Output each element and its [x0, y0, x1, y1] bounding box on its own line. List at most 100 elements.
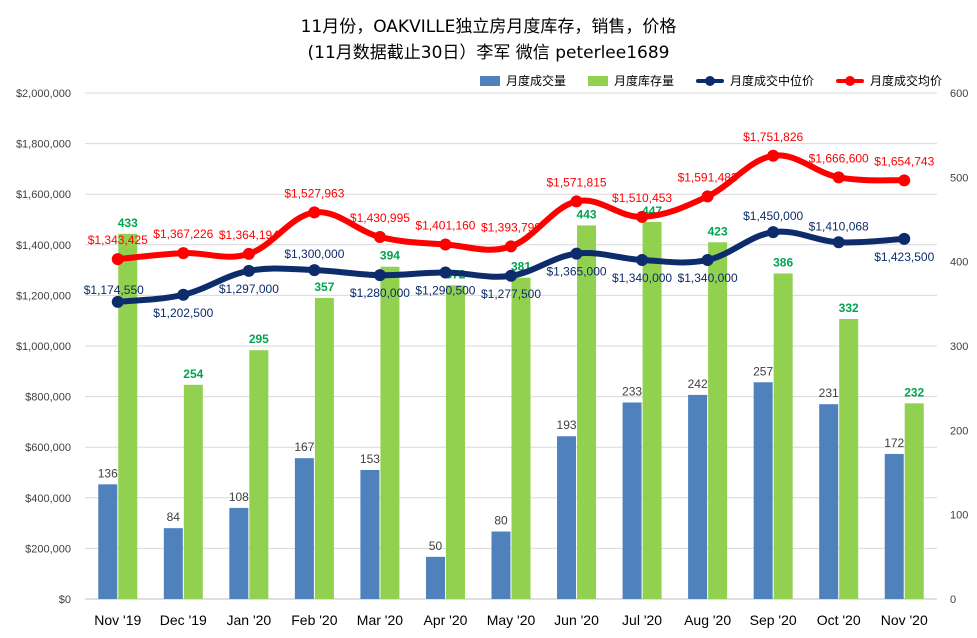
point-median-price [373, 269, 386, 282]
average-price-label: $1,571,815 [547, 175, 607, 189]
point-median-price [701, 253, 714, 266]
bar-volume [557, 436, 577, 599]
left-axis-tick-label: $1,600,000 [16, 189, 71, 201]
bar-volume [229, 507, 249, 599]
left-axis-tick-label: $600,000 [25, 442, 71, 454]
median-price-label: $1,450,000 [743, 209, 803, 223]
median-price-label: $1,174,550 [84, 283, 144, 297]
left-axis-tick-label: $400,000 [25, 493, 71, 505]
bar-inventory-label: 433 [118, 216, 138, 230]
bar-inventory [445, 285, 465, 599]
point-average-price [177, 247, 190, 260]
median-price-label: $1,280,000 [350, 286, 410, 300]
point-median-price [767, 226, 780, 239]
bar-volume [98, 484, 118, 599]
bar-volume-label: 84 [167, 510, 181, 524]
legend-label-median: 月度成交中位价 [730, 74, 815, 88]
bar-inventory-label: 232 [904, 385, 924, 399]
bar-inventory [118, 233, 138, 599]
point-average-price [636, 210, 649, 223]
bar-volume-label: 108 [229, 490, 249, 504]
right-axis-tick-label: 400 [950, 257, 968, 269]
median-price-label: $1,410,068 [809, 219, 869, 233]
average-price-label: $1,751,826 [743, 130, 803, 144]
bar-inventory [839, 319, 859, 599]
bar-volume-label: 233 [622, 385, 642, 399]
median-price-label: $1,340,000 [612, 271, 672, 285]
bar-inventory [904, 403, 924, 599]
bar-inventory-label: 386 [773, 255, 793, 269]
median-price-label: $1,290,500 [415, 284, 475, 298]
left-axis-tick-label: $1,200,000 [16, 290, 71, 302]
x-axis-tick-label: Jun '20 [554, 612, 599, 628]
legend-item-average: 月度成交均价 [836, 72, 942, 89]
left-axis-tick-label: $1,400,000 [16, 240, 71, 252]
chart-legend: 月度成交量 月度库存量 月度成交中位价 月度成交均价 [480, 72, 964, 89]
x-axis-tick-label: Sep '20 [750, 612, 797, 628]
bar-inventory [708, 242, 728, 599]
x-axis-tick-label: Feb '20 [291, 612, 337, 628]
point-average-price [308, 206, 321, 219]
median-price-label: $1,340,000 [678, 271, 738, 285]
point-median-price [505, 269, 517, 282]
bar-inventory-label: 357 [314, 280, 334, 294]
right-axis-tick-label: 200 [950, 425, 968, 437]
x-axis-tick-label: Jan '20 [226, 612, 271, 628]
x-axis-tick-label: Nov '20 [881, 612, 928, 628]
bar-volume-label: 257 [753, 364, 773, 378]
legend-swatch-median [696, 75, 725, 86]
legend-item-volume: 月度成交量 [480, 72, 566, 89]
median-price-label: $1,365,000 [547, 265, 607, 279]
point-average-price [701, 190, 714, 203]
point-median-price [898, 232, 911, 245]
average-price-label: $1,527,963 [284, 186, 344, 200]
bar-volume [884, 453, 904, 599]
bar-inventory-label: 254 [183, 367, 203, 381]
x-axis-tick-label: Aug '20 [684, 612, 731, 628]
average-price-label: $1,591,483 [678, 170, 738, 184]
point-average-price [373, 230, 386, 243]
bar-inventory [183, 384, 203, 599]
point-median-price [177, 288, 190, 301]
left-axis-tick-label: $1,000,000 [16, 341, 71, 353]
median-price-label: $1,297,000 [219, 282, 279, 296]
bar-inventory [314, 297, 334, 599]
average-price-label: $1,393,799 [481, 220, 541, 234]
average-price-label: $1,430,995 [350, 211, 410, 225]
bar-inventory [642, 222, 662, 599]
point-average-price [439, 238, 452, 251]
bar-volume [688, 394, 708, 599]
average-price-label: $1,367,226 [153, 227, 213, 241]
point-median-price [111, 295, 124, 308]
point-median-price [242, 264, 255, 277]
average-price-label: $1,343,425 [88, 233, 148, 247]
left-axis-tick-label: $800,000 [25, 392, 71, 404]
point-median-price [636, 253, 649, 266]
point-average-price [767, 149, 780, 162]
bar-volume-label: 193 [557, 418, 577, 432]
bar-volume [622, 402, 642, 599]
bar-volume-label: 172 [884, 436, 904, 450]
average-price-label: $1,364,194 [219, 228, 279, 242]
point-average-price [505, 240, 517, 253]
point-average-price [832, 171, 845, 184]
average-price-label: $1,666,600 [809, 151, 869, 165]
bar-inventory [773, 273, 793, 599]
chart-subtitle: (11月数据截止30日）李军 微信 peterlee1689 [307, 43, 670, 63]
bar-volume [491, 531, 511, 599]
median-price-label: $1,423,500 [874, 250, 934, 264]
x-axis-tick-label: Jul '20 [622, 612, 662, 628]
bar-inventory [249, 350, 269, 599]
point-median-price [570, 247, 583, 260]
bar-inventory-label: 443 [577, 207, 597, 221]
median-price-label: $1,300,000 [284, 247, 344, 261]
left-axis-tick-label: $200,000 [25, 543, 71, 555]
right-axis-tick-label: 500 [950, 172, 968, 184]
average-price-label: $1,401,160 [415, 219, 475, 233]
bar-volume [360, 469, 380, 599]
right-axis-tick-label: 0 [950, 594, 956, 606]
left-axis-tick-label: $0 [59, 594, 71, 606]
right-axis-tick-label: 100 [950, 510, 968, 522]
